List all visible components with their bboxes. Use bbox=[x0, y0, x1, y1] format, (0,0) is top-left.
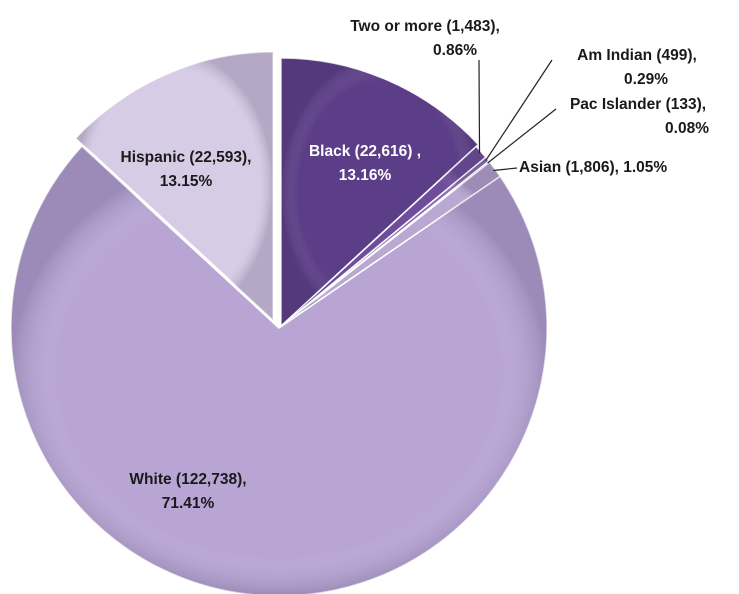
leader-line bbox=[485, 59, 553, 161]
slice-label-line: 13.15% bbox=[160, 173, 213, 190]
slice-label-line: Black (22,616) , bbox=[309, 143, 421, 160]
slice-label-line: White (122,738), bbox=[129, 471, 246, 488]
slice-label: Pac Islander (133), 0.08% bbox=[570, 96, 709, 137]
slice-label-line: 0.29% bbox=[624, 71, 668, 88]
slice-label: Two or more (1,483), 0.86% bbox=[350, 18, 500, 59]
slice-label-line: Am Indian (499), bbox=[577, 47, 697, 64]
pie-slice-shade bbox=[281, 58, 479, 326]
leader-lines bbox=[478, 59, 557, 172]
leader-line bbox=[493, 167, 518, 172]
slice-labels: Black (22,616) , 13.16% Two or more (1,483… bbox=[121, 18, 710, 512]
slice-label: Asian (1,806), 1.05% bbox=[519, 159, 667, 176]
slice-label-line: 71.41% bbox=[162, 495, 215, 512]
slice-label: Black (22,616) , 13.16% bbox=[309, 143, 421, 184]
pie-slices bbox=[10, 51, 548, 594]
pie-slice-shade bbox=[75, 52, 274, 320]
slice-label-line: 0.08% bbox=[665, 120, 709, 137]
slice-label: White (122,738), 71.41% bbox=[129, 471, 246, 512]
leader-line bbox=[487, 108, 557, 164]
pie-slice-shade bbox=[279, 146, 486, 328]
pie-slice-shade bbox=[279, 162, 501, 328]
slice-label-line: Pac Islander (133), bbox=[570, 96, 706, 113]
leader-line bbox=[478, 59, 481, 154]
slice-label-line: 13.16% bbox=[339, 167, 392, 184]
slice-label: Am Indian (499), 0.29% bbox=[577, 47, 697, 88]
slice-label-line: Hispanic (22,593), bbox=[121, 149, 252, 166]
slice-label-line: Asian (1,806), 1.05% bbox=[519, 159, 667, 176]
slice-label-line: Two or more (1,483), bbox=[350, 18, 500, 35]
pie-slice-shade bbox=[11, 146, 547, 594]
slice-label: Hispanic (22,593), 13.15% bbox=[121, 149, 252, 190]
slice-label-line: 0.86% bbox=[433, 42, 477, 59]
